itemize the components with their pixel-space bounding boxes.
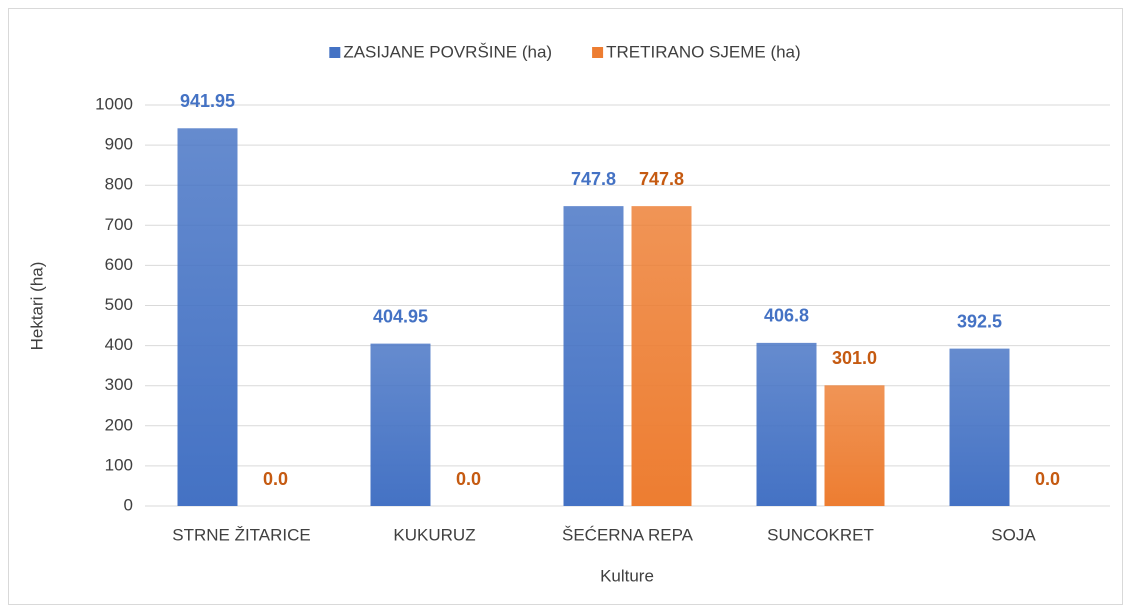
legend-label: TRETIRANO SJEME (ha) [606, 42, 801, 61]
legend-label: ZASIJANE POVRŠINE (ha) [343, 42, 552, 61]
data-label: 747.8 [571, 169, 616, 189]
data-label: 301.0 [832, 348, 877, 368]
y-tick-label: 600 [105, 255, 133, 274]
bar [563, 206, 624, 506]
data-label: 392.5 [957, 311, 1002, 331]
x-axis-title: Kulture [600, 566, 654, 585]
data-label: 0.0 [1035, 469, 1060, 489]
y-tick-label: 700 [105, 215, 133, 234]
bar [631, 206, 692, 506]
x-tick-label: STRNE ŽITARICE [172, 525, 311, 544]
data-label: 404.95 [373, 306, 428, 326]
y-tick-label: 1000 [95, 94, 133, 113]
bar [370, 343, 431, 506]
x-tick-label: ŠEĆERNA REPA [562, 525, 694, 544]
data-label: 747.8 [639, 169, 684, 189]
data-label: 0.0 [456, 469, 481, 489]
x-tick-label: SUNCOKRET [767, 525, 874, 544]
y-tick-label: 0 [124, 495, 133, 514]
y-axis-title: Hektari (ha) [27, 262, 46, 351]
bar [949, 348, 1010, 506]
data-label: 941.95 [180, 91, 235, 111]
y-tick-label: 500 [105, 295, 133, 314]
bar [177, 128, 238, 506]
y-tick-label: 300 [105, 375, 133, 394]
bar [824, 385, 885, 506]
y-tick-label: 800 [105, 175, 133, 194]
bar [756, 342, 817, 506]
y-tick-label: 200 [105, 415, 133, 434]
y-tick-label: 100 [105, 455, 133, 474]
data-label: 0.0 [263, 469, 288, 489]
y-tick-label: 900 [105, 135, 133, 154]
y-tick-label: 400 [105, 335, 133, 354]
x-tick-label: SOJA [991, 525, 1036, 544]
legend-swatch [592, 47, 604, 58]
x-tick-label: KUKURUZ [393, 525, 475, 544]
legend-swatch [329, 47, 341, 58]
data-label: 406.8 [764, 306, 809, 326]
